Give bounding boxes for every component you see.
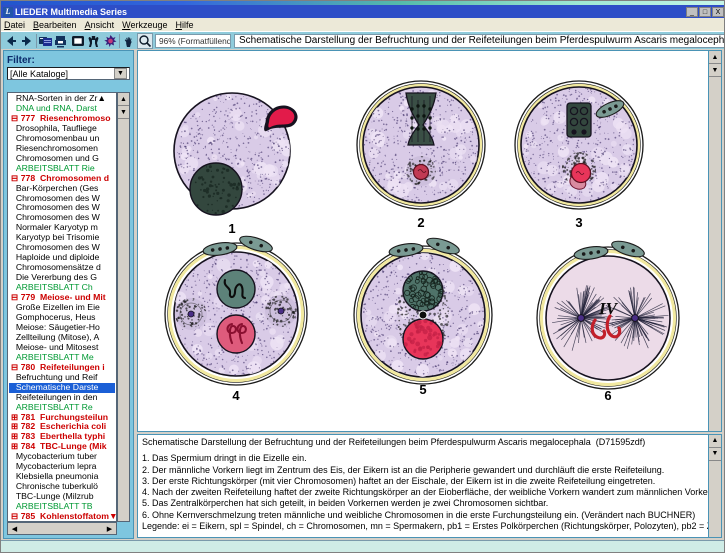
svg-text:3: 3 — [575, 215, 582, 230]
svg-text:6: 6 — [604, 388, 611, 403]
svg-text:1: 1 — [228, 221, 235, 236]
svg-text:4: 4 — [232, 388, 240, 403]
svg-text:2: 2 — [417, 215, 424, 230]
svg-text:5: 5 — [419, 382, 426, 397]
svg-text:IV: IV — [598, 299, 619, 318]
